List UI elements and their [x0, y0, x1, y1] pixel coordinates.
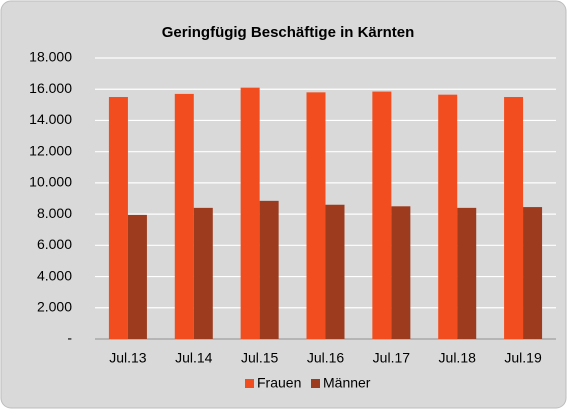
y-tick-label: 14.000 [29, 111, 72, 127]
x-tick-label: Jul.19 [504, 350, 542, 366]
bar [372, 91, 392, 339]
bar [306, 92, 326, 339]
y-tick-label: 16.000 [29, 80, 72, 96]
bar [457, 207, 477, 339]
bar [127, 214, 147, 339]
x-tick-label: Jul.16 [307, 350, 345, 366]
bar [391, 206, 411, 339]
y-tick-label: 10.000 [29, 174, 72, 190]
y-tick-label: 6.000 [37, 236, 72, 252]
x-tick-label: Jul.18 [439, 350, 477, 366]
y-tick-label: 4.000 [37, 267, 72, 283]
bar [523, 207, 543, 339]
bar [504, 97, 524, 340]
x-tick-label: Jul.17 [373, 350, 411, 366]
x-tick-label: Jul.15 [241, 350, 279, 366]
bar [108, 97, 128, 340]
bar [325, 204, 345, 339]
legend-label: Frauen [257, 375, 301, 391]
y-tick-label: 2.000 [37, 298, 72, 314]
legend-label: Männer [323, 375, 371, 391]
bar [438, 94, 458, 339]
legend-swatch [245, 379, 254, 388]
x-tick-label: Jul.14 [175, 350, 213, 366]
y-tick-label: 18.000 [29, 49, 72, 65]
y-tick-label: - [67, 330, 72, 346]
bar [259, 200, 279, 339]
bar [174, 93, 194, 340]
chart-title: Geringfügig Beschäftige in Kärnten [162, 24, 415, 41]
bar [240, 87, 260, 340]
bar [193, 207, 213, 339]
y-tick-label: 12.000 [29, 142, 72, 158]
x-tick-label: Jul.13 [109, 350, 147, 366]
y-tick-label: 8.000 [37, 205, 72, 221]
legend-swatch [311, 379, 320, 388]
